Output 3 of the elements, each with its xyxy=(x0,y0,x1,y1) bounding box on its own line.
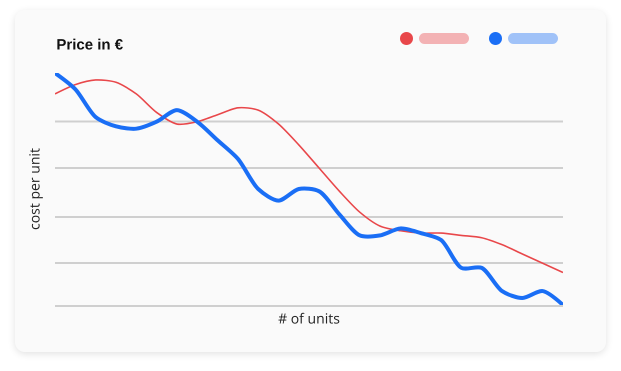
chart-title: Price in € xyxy=(56,36,124,54)
y-axis-title: cost per unit xyxy=(26,148,45,230)
x-axis-title: # of units xyxy=(278,310,340,329)
